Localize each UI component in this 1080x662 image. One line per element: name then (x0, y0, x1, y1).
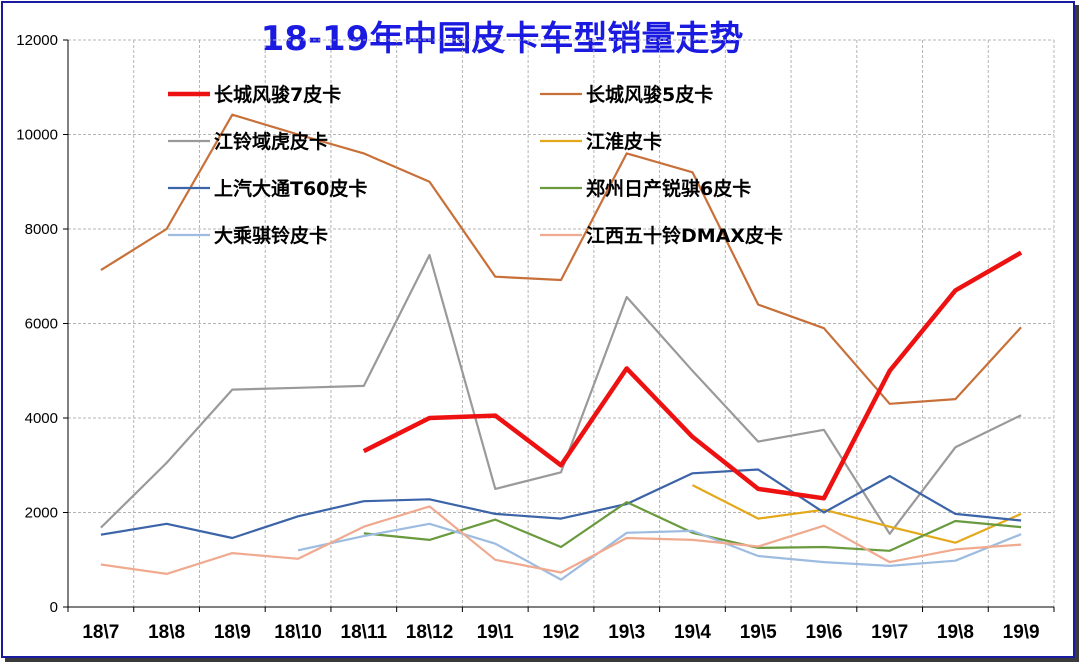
x-tick-label: 19\7 (871, 622, 908, 643)
x-tick-label: 19\8 (937, 622, 974, 643)
x-tick-label: 18\10 (274, 622, 322, 643)
y-tick-label: 6000 (25, 316, 58, 333)
grid (68, 39, 1055, 607)
x-tick-label: 18\11 (341, 622, 388, 643)
series-line (297, 522, 1022, 581)
series-line (100, 253, 1022, 535)
x-tick-label: 19\6 (805, 622, 842, 643)
x-tick-label: 19\4 (674, 622, 711, 643)
series-line (363, 501, 1022, 552)
legend-label: 长城风骏7皮卡 (214, 83, 341, 106)
x-tick-label: 19\5 (740, 622, 777, 643)
y-tick-label: 8000 (25, 221, 58, 238)
y-tick-label: 12000 (16, 32, 58, 49)
series-line (100, 113, 1022, 405)
legend-label: 郑州日产锐骐6皮卡 (586, 177, 751, 200)
x-tick-label: 18\8 (148, 622, 185, 643)
legend-label: 江淮皮卡 (586, 130, 662, 153)
series-line (692, 484, 1022, 544)
x-tick-label: 19\1 (477, 622, 514, 643)
x-tick-label: 19\3 (608, 622, 645, 643)
axes: 0 2000 4000 6000 8000 10000 12000 18\7 18\8 18\9 1… (16, 32, 1055, 643)
x-tick-label: 19\2 (543, 622, 580, 643)
chart-title: 18-19年中国皮卡车型销量走势 (261, 19, 744, 59)
x-tick-label: 18\12 (406, 622, 454, 643)
series-line (100, 505, 1022, 576)
x-tick-label: 18\9 (214, 622, 251, 643)
legend-label: 江西五十铃DMAX皮卡 (586, 224, 783, 247)
x-tick-label: 18\7 (82, 622, 119, 643)
y-tick-label: 10000 (16, 127, 58, 144)
y-tick-label: 0 (50, 599, 58, 616)
series-line (362, 250, 1023, 501)
legend-label: 江铃域虎皮卡 (214, 130, 328, 153)
y-tick-label: 4000 (25, 410, 58, 427)
series-line (100, 468, 1022, 540)
y-tick-label: 2000 (25, 505, 58, 522)
legend-label: 上汽大通T60皮卡 (214, 177, 367, 200)
x-tick-label: 19\9 (1003, 622, 1040, 643)
series-lines (100, 113, 1023, 581)
legend-label: 大乘骐铃皮卡 (214, 224, 328, 247)
legend-label: 长城风骏5皮卡 (586, 83, 713, 106)
